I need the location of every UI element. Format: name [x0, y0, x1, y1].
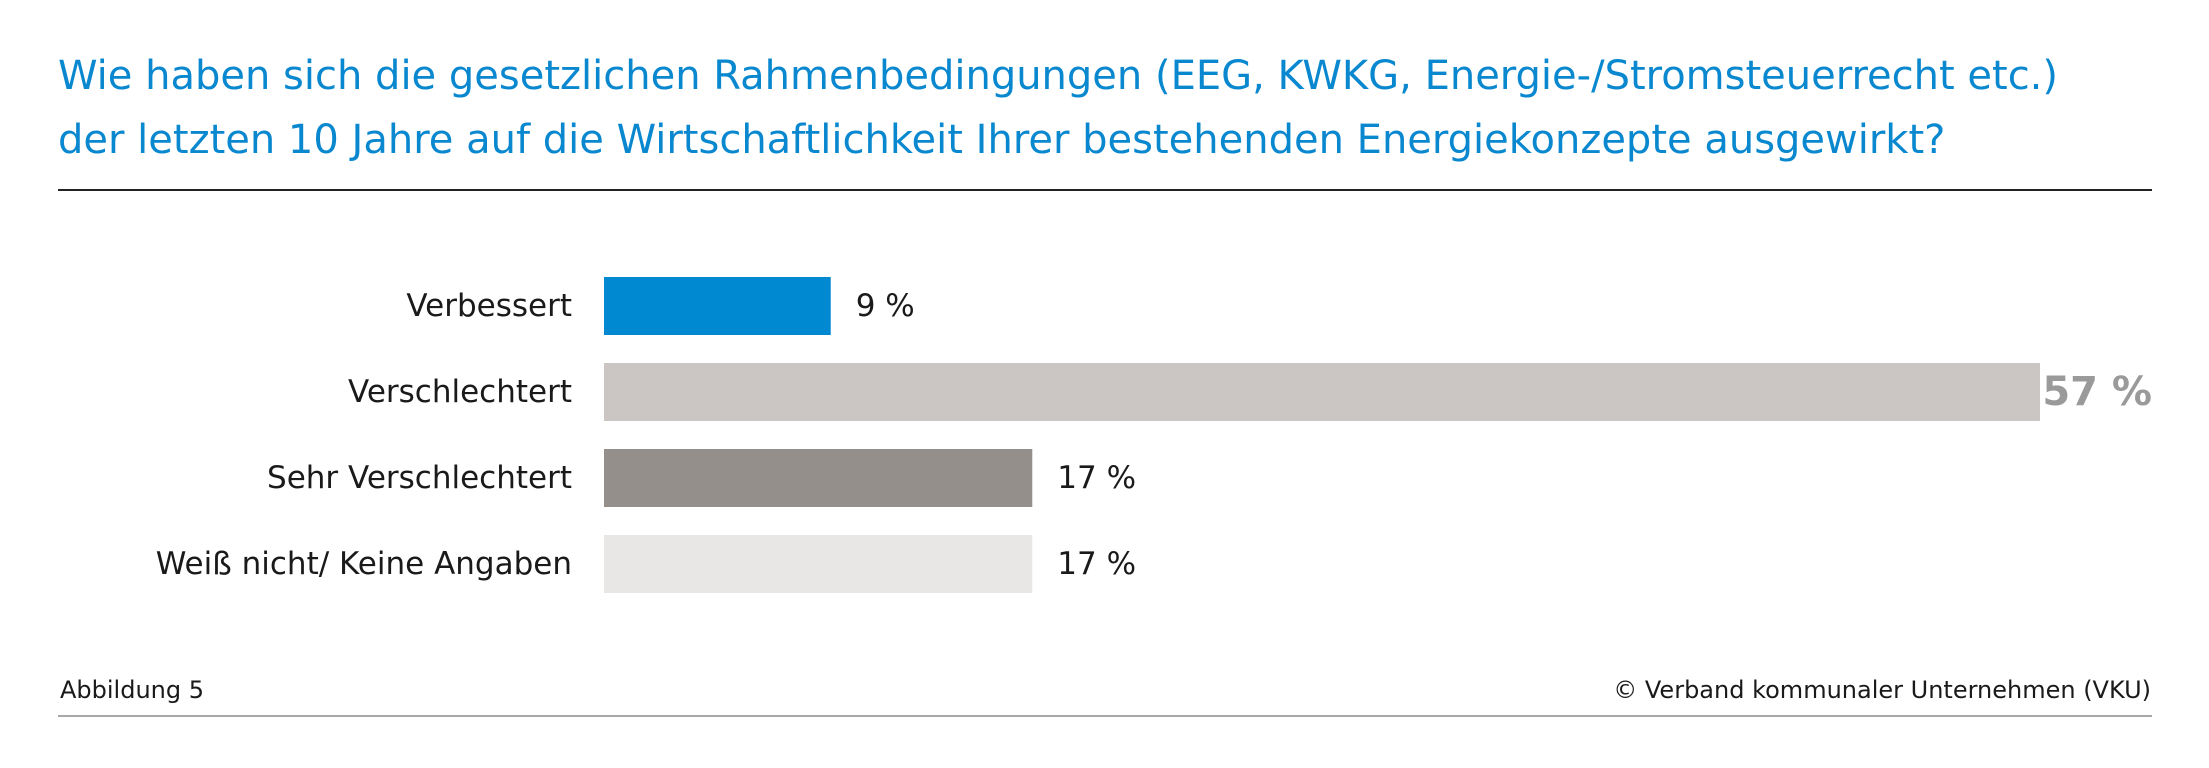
bar — [604, 535, 1033, 593]
data-label: 9 % — [856, 288, 915, 324]
category-label: Sehr Verschlechtert — [267, 460, 572, 496]
data-label: 17 % — [1057, 546, 1136, 582]
footer-divider — [58, 715, 2152, 717]
chart-title: Wie haben sich die gesetzlichen Rahmenbe… — [58, 44, 2158, 172]
bar — [604, 449, 1033, 507]
copyright-notice: © Verband kommunaler Unternehmen (VKU) — [1613, 676, 2151, 704]
category-label: Verbessert — [406, 288, 572, 324]
chart-title-line-1: Wie haben sich die gesetzlichen Rahmenbe… — [58, 53, 2058, 99]
figure-label: Abbildung 5 — [60, 676, 205, 704]
title-divider — [58, 189, 2152, 191]
category-label: Weiß nicht/ Keine Angaben — [156, 546, 572, 582]
data-label: 57 % — [2042, 369, 2152, 415]
category-label: Verschlechtert — [348, 374, 572, 410]
bar — [604, 277, 831, 335]
bar — [604, 363, 2040, 421]
data-label: 17 % — [1057, 460, 1136, 496]
chart-title-line-2: der letzten 10 Jahre auf die Wirtschaftl… — [58, 117, 1946, 163]
